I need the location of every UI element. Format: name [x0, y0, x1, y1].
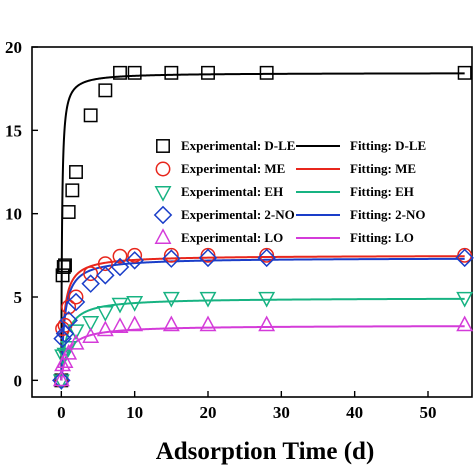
- data-point: [52, 371, 71, 390]
- x-tick-label: 30: [273, 403, 290, 422]
- data-point: [111, 317, 129, 333]
- fit-line: [60, 297, 465, 381]
- data-point: [126, 315, 144, 332]
- data-point: [96, 306, 114, 322]
- data-point: [125, 251, 144, 270]
- data-point: [258, 315, 276, 332]
- axis-ticks: 0 10 20 30 40 50 0 5 10 15 20: [5, 38, 437, 422]
- legend-label: Experimental: EH: [181, 184, 283, 199]
- data-point: [455, 248, 474, 268]
- data-point: [59, 311, 78, 330]
- legend-marker: [156, 139, 170, 153]
- data-point: [110, 257, 130, 277]
- fit-line: [60, 72, 465, 381]
- data-markers: [52, 65, 474, 391]
- data-point: [198, 248, 218, 268]
- legend-marker: [154, 228, 172, 244]
- data-point: [66, 292, 86, 312]
- fit-line: [60, 255, 465, 381]
- fit-line: [60, 257, 465, 381]
- data-point: [67, 333, 85, 350]
- data-point: [58, 258, 72, 273]
- data-point: [65, 183, 80, 198]
- data-point: [113, 65, 127, 80]
- data-point: [457, 65, 472, 80]
- x-tick-label: 20: [200, 403, 217, 422]
- legend-label: Fitting: D-LE: [350, 138, 426, 153]
- data-point: [68, 289, 84, 305]
- legend-label: Fitting: 2-NO: [350, 207, 425, 222]
- data-point: [61, 205, 76, 219]
- data-point: [55, 324, 75, 343]
- data-point: [98, 83, 113, 98]
- data-point: [126, 296, 144, 312]
- legend-label: Experimental: 2-NO: [181, 207, 295, 222]
- data-point: [258, 291, 276, 308]
- legend-label: Fitting: LO: [350, 230, 414, 245]
- data-point: [163, 247, 179, 263]
- data-point: [82, 316, 100, 332]
- legend-marker: [154, 186, 172, 202]
- data-point: [83, 108, 98, 123]
- y-tick-label: 15: [5, 121, 22, 140]
- data-point: [456, 315, 474, 332]
- data-point: [257, 248, 276, 268]
- legend-label: Fitting: EH: [350, 184, 414, 199]
- data-point: [164, 65, 179, 80]
- data-point: [81, 274, 100, 293]
- y-tick-label: 5: [14, 288, 23, 307]
- plot-frame: [31, 46, 473, 398]
- data-point: [96, 320, 114, 337]
- legend-label: Experimental: D-LE: [181, 138, 295, 153]
- data-point: [56, 260, 71, 274]
- data-point: [162, 291, 180, 308]
- data-point: [82, 327, 100, 343]
- data-point: [259, 65, 274, 80]
- data-point: [60, 343, 78, 360]
- data-point: [201, 65, 215, 80]
- y-tick-label: 0: [14, 371, 23, 390]
- x-axis-label: Adsorption Time (d): [156, 438, 375, 465]
- x-tick-label: 50: [420, 403, 437, 422]
- data-point: [199, 291, 217, 308]
- data-point: [162, 315, 180, 332]
- legend-label: Experimental: LO: [181, 230, 283, 245]
- fit-lines: [60, 72, 465, 381]
- data-point: [52, 370, 70, 387]
- data-point: [52, 374, 70, 391]
- x-tick-label: 40: [346, 403, 363, 422]
- legend-label: Fitting: ME: [350, 161, 416, 176]
- data-point: [127, 65, 142, 80]
- data-point: [127, 247, 143, 263]
- data-point: [111, 297, 129, 314]
- data-point: [199, 315, 217, 332]
- y-tick-label: 10: [5, 205, 22, 224]
- legend-label: Experimental: ME: [181, 161, 285, 176]
- x-tick-label: 10: [126, 403, 143, 422]
- data-point: [53, 329, 72, 348]
- data-point: [456, 291, 474, 308]
- x-tick-label: 0: [57, 403, 66, 422]
- data-point: [69, 165, 83, 179]
- legend-marker: [155, 161, 171, 177]
- data-point: [83, 266, 99, 282]
- data-point: [162, 249, 181, 268]
- data-point: [97, 256, 113, 272]
- y-tick-label: 20: [5, 38, 22, 57]
- data-point: [96, 266, 115, 285]
- data-point: [56, 352, 74, 368]
- data-point: [55, 268, 70, 283]
- fit-line: [60, 325, 465, 381]
- legend-marker: [153, 205, 173, 225]
- data-point: [112, 248, 128, 264]
- legend: Experimental: D-LE Experimental: ME Experi…: [153, 138, 426, 245]
